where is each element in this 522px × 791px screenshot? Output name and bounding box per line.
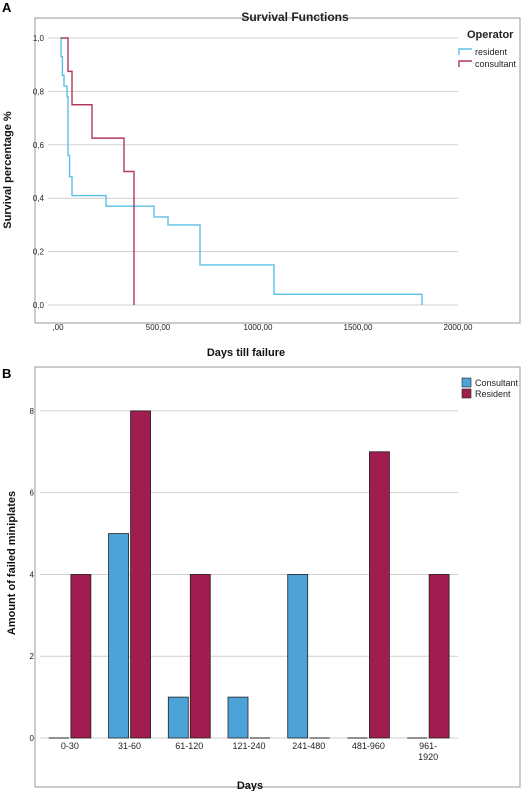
survival-legend-swatch [458,60,472,67]
panel-b-letter: B [2,366,11,381]
survival-chart-frame [34,17,521,324]
bar-resident-0-30 [70,574,92,739]
bar-consultant-241-480 [287,574,309,739]
bar-y-ticks: 0 2 4 6 8 [30,407,35,743]
bar-legend-swatch [461,388,472,399]
bar-resident-961-1920 [428,574,450,739]
bar-y-tick-label: 2 [30,652,35,661]
survival-y-axis-label: Survival percentage % [2,111,14,229]
bar-resident-481-960 [369,451,390,739]
survival-legend: resident consultant [458,47,517,69]
bar-consultant-61-120 [167,696,189,739]
survival-legend-swatch [458,48,472,55]
bar-y-tick-label: 4 [30,570,35,579]
survival-y-tick-label: 0,8 [33,87,45,96]
survival-legend-title: Operator [467,29,514,41]
bar-x-tick-label: 481-960 [352,741,385,751]
survival-x-axis-label: Days till failure [207,347,285,359]
bar-series [48,410,450,739]
bar-resident-31-60 [130,410,151,739]
survival-chart: Survival Functions 0,0 0,2 0,4 0,6 0,8 1,0 ,0… [2,10,521,359]
survival-x-tick-label: 500,00 [146,323,171,332]
bar-legend-label: Resident [475,389,511,399]
bar-legend-swatch [461,377,472,388]
bar-x-tick-label: 1920 [418,752,438,762]
survival-y-tick-label: 0,2 [33,248,45,257]
survival-legend-label: resident [475,47,508,57]
bar-y-tick-label: 8 [30,407,35,416]
bar-x-tick-label: 121-240 [232,741,265,751]
survival-x-ticks: ,00 500,00 1000,00 1500,00 2000,00 [52,323,473,332]
survival-gridlines [48,37,458,306]
survival-x-tick-label: 1500,00 [344,323,373,332]
bar-chart: 0 2 4 6 8 0-30 31-60 61-120 121-240 241-480 481-9… [6,366,521,791]
survival-y-ticks: 0,0 0,2 0,4 0,6 0,8 1,0 [33,34,45,310]
survival-legend-label: consultant [475,59,517,69]
bar-x-tick-label: 0-30 [61,741,79,751]
survival-y-tick-label: 1,0 [33,34,45,43]
bar-y-tick-label: 0 [30,734,35,743]
survival-line-resident [60,37,423,305]
survival-x-tick-label: 2000,00 [444,323,473,332]
bar-gridlines [40,410,458,739]
bar-x-tick-label: 31-60 [118,741,141,751]
survival-line-consultant [61,37,135,305]
bar-consultant-31-60 [108,533,129,739]
bar-x-tick-label: 241-480 [292,741,325,751]
panel-a-letter: A [2,0,12,15]
bar-chart-frame [34,366,521,788]
bar-x-axis-label: Days [237,780,263,791]
survival-y-tick-label: 0,6 [33,141,45,150]
survival-y-tick-label: 0,4 [33,194,45,203]
survival-x-tick-label: 1000,00 [244,323,273,332]
survival-y-tick-label: 0,0 [33,301,45,310]
survival-series [60,37,423,305]
bar-x-tick-label: 961- [419,741,437,751]
survival-chart-title: Survival Functions [241,10,349,24]
bar-y-tick-label: 6 [30,489,35,498]
bar-x-tick-label: 61-120 [175,741,203,751]
bar-resident-61-120 [189,574,211,739]
survival-x-tick-label: ,00 [52,323,64,332]
bar-x-ticks: 0-30 31-60 61-120 121-240 241-480 481-960 961-… [61,741,438,762]
bar-y-axis-label: Amount of failed miniplates [6,491,18,635]
bar-legend-label: Consultant [475,378,519,388]
bar-consultant-121-240 [227,696,249,739]
